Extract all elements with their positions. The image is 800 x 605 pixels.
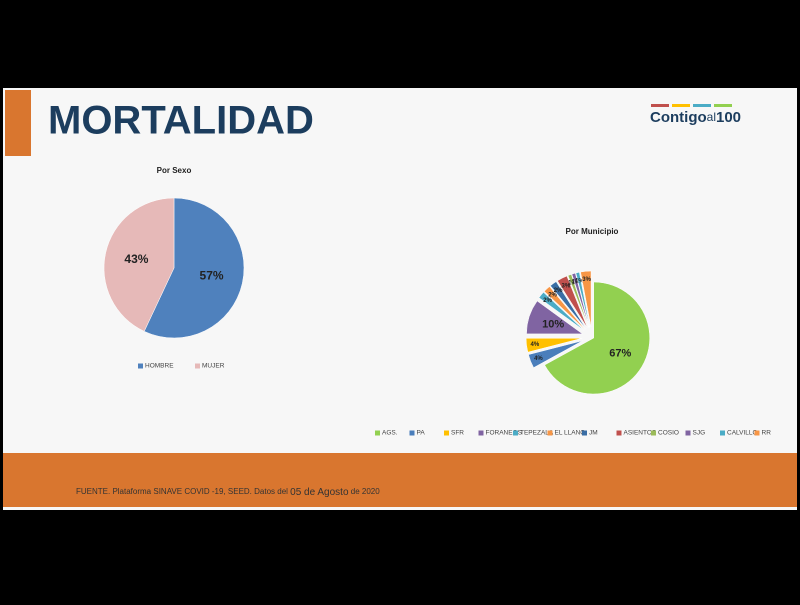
legend-swatch (651, 430, 656, 436)
legend-label: SJG (693, 430, 706, 437)
accent-bar (5, 90, 31, 156)
data-label: 1% (568, 280, 577, 286)
source-part: FUENTE. Plataforma SINAVE COVID -19, SEE… (76, 487, 290, 496)
logo-part: al (707, 110, 716, 124)
legend-label: AGS. (382, 430, 398, 437)
source-part: de 2020 (349, 487, 381, 496)
legend-label: FORANEOS (486, 430, 523, 437)
slide-title: MORTALIDAD (48, 99, 314, 143)
logo-dash (714, 104, 732, 107)
logo: Contigoal100 (650, 104, 741, 126)
data-label: 3% (582, 277, 591, 283)
logo-dash (651, 104, 669, 107)
data-label: 43% (124, 252, 148, 266)
legend-swatch (444, 430, 449, 436)
legend-swatch (720, 430, 725, 436)
data-label: 2% (543, 298, 552, 304)
legend-swatch (478, 430, 484, 436)
logo-dash (693, 104, 711, 107)
legend-swatch (375, 430, 380, 436)
pie-slice (528, 340, 583, 368)
pie-slice (580, 270, 592, 328)
legend-label: HOMBRE (145, 363, 174, 370)
legend-swatch (754, 430, 760, 436)
pie-slice (538, 291, 585, 331)
legend-label: COSIO (658, 430, 679, 437)
legend-label: PA (417, 430, 426, 437)
data-label: 57% (200, 269, 224, 283)
legend-label: EL LLANO (555, 430, 586, 437)
data-label: 2% (548, 293, 557, 299)
legend-label: SFR (451, 430, 464, 437)
pie-slice (567, 274, 589, 328)
legend-label: ASIENTOS (624, 430, 657, 437)
data-label: 4% (534, 356, 543, 362)
legend-swatch (409, 430, 415, 436)
data-label: 1% (572, 279, 581, 285)
pie-slice (557, 275, 588, 329)
pie-slice (526, 300, 584, 335)
data-label: 10% (542, 318, 564, 330)
legend-swatch (138, 363, 143, 369)
data-label: 3% (562, 283, 571, 289)
pie-slice (571, 272, 590, 328)
pie-slice (575, 271, 591, 328)
source-note: FUENTE. Plataforma SINAVE COVID -19, SEE… (76, 487, 380, 498)
pie-slice (543, 286, 586, 330)
footer-band (3, 453, 797, 507)
legend-swatch (616, 430, 622, 436)
legend-label: RR (762, 430, 772, 437)
data-label: 67% (609, 348, 631, 360)
pie-slice (544, 281, 650, 395)
data-label: 1% (575, 278, 584, 284)
legend-swatch (685, 430, 691, 436)
data-label: 4% (531, 342, 540, 348)
legend-swatch (547, 430, 553, 436)
pie-slice (143, 197, 245, 339)
logo-part: Contigo (650, 109, 707, 126)
logo-dash (672, 104, 690, 107)
data-label: 2% (554, 288, 563, 294)
pie-slice (525, 338, 583, 353)
source-part: 05 de Agosto (290, 487, 349, 498)
logo-text: Contigoal100 (650, 109, 741, 126)
pie-slice (550, 281, 587, 330)
pie-slice (103, 197, 175, 332)
chart-title: Por Municipio (566, 227, 619, 236)
legend-label: MUJER (202, 363, 225, 370)
legend-swatch (582, 430, 587, 436)
legend-swatch (513, 430, 518, 436)
chart-title: Por Sexo (157, 166, 192, 175)
legend-label: TEPEZALA (520, 430, 554, 437)
legend-label: JM (589, 430, 598, 437)
legend-swatch (195, 363, 200, 369)
logo-part: 100 (716, 109, 741, 126)
legend-label: CALVILLO (727, 430, 758, 437)
